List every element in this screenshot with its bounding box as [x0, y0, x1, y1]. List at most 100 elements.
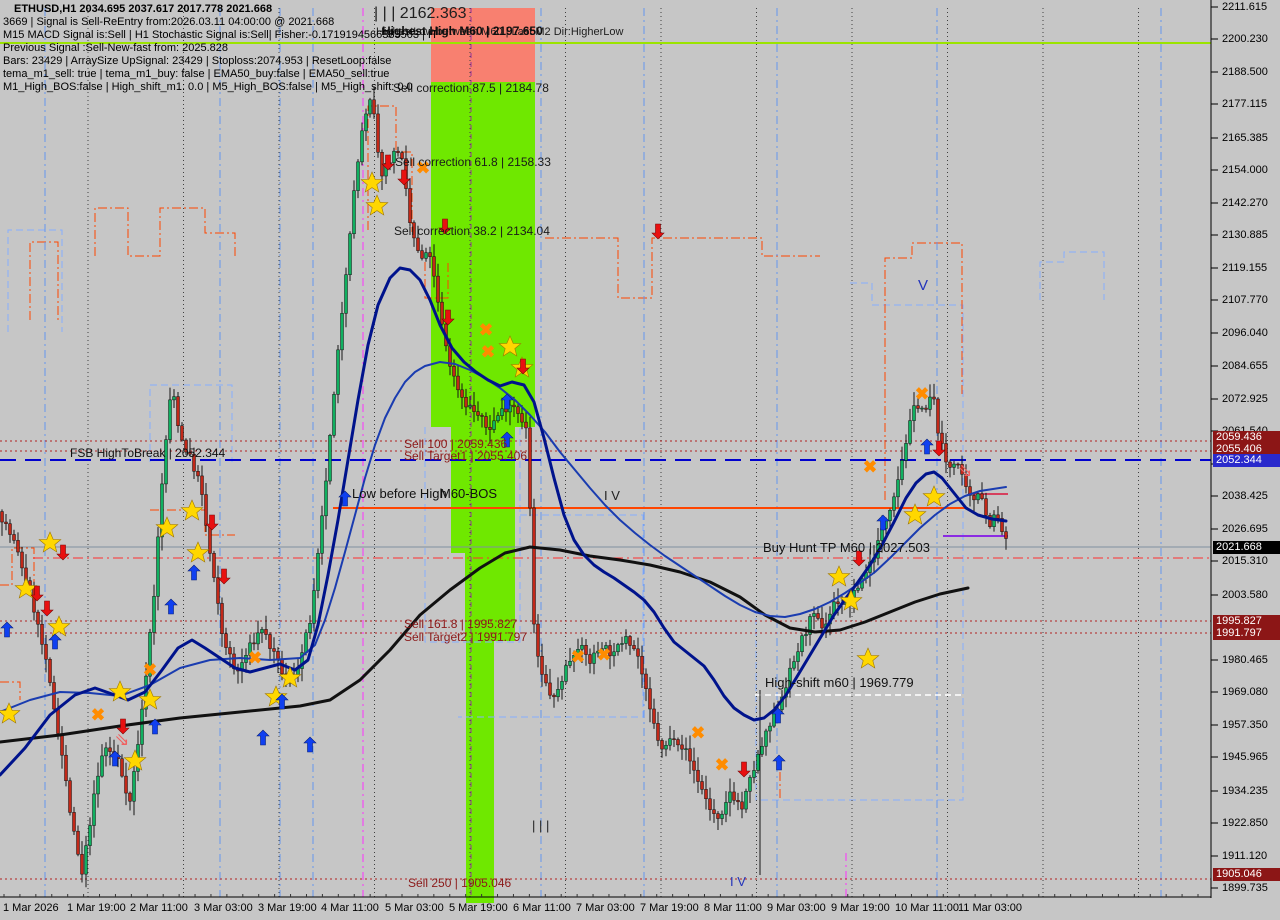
buy-arrow-marker[interactable]	[48, 633, 62, 650]
sell-arrow-marker[interactable]	[651, 223, 665, 240]
chart-annotation[interactable]: Sell 161.8 | 1995.827	[404, 617, 518, 631]
chart-annotation[interactable]: Sell Target2 | 1991.797	[404, 630, 527, 644]
chart-annotation[interactable]: I V	[604, 488, 620, 503]
star-marker[interactable]	[827, 565, 851, 587]
buy-arrow-marker[interactable]	[771, 707, 785, 724]
chart-annotation[interactable]: Sell correction 61.8 | 2158.33	[395, 155, 551, 169]
sell-arrow-marker[interactable]	[217, 568, 231, 585]
buy-arrow-marker[interactable]	[500, 393, 514, 410]
time-tick-label: 7 Mar 03:00	[576, 902, 635, 914]
chart-annotation[interactable]: Low before High	[352, 486, 447, 501]
candle-up	[800, 635, 804, 652]
candle-down	[252, 642, 256, 645]
star-marker[interactable]	[180, 499, 204, 521]
star-marker[interactable]	[0, 702, 21, 724]
sell-arrow-marker[interactable]	[205, 514, 219, 531]
candle-down	[120, 758, 124, 777]
candle-up	[616, 644, 620, 653]
buy-arrow-marker[interactable]	[187, 564, 201, 581]
chart-annotation[interactable]: M60-BOS	[440, 486, 498, 501]
chart-annotation[interactable]: Sell correction 38.2 | 2134.04	[394, 224, 550, 238]
sell-arrow-marker[interactable]	[56, 544, 70, 561]
candle-up	[720, 813, 724, 819]
hollow-arrow-marker[interactable]: ⇘	[957, 461, 972, 482]
x-cross-marker[interactable]: ✖	[571, 648, 585, 667]
buy-arrow-marker[interactable]	[876, 514, 890, 531]
candle-up	[624, 636, 628, 644]
star-marker[interactable]	[108, 680, 132, 702]
buy-arrow-marker[interactable]	[303, 736, 317, 753]
candle-up	[908, 420, 912, 444]
sell-arrow-marker[interactable]	[516, 358, 530, 375]
sell-arrow-marker[interactable]	[116, 718, 130, 735]
sell-arrow-marker[interactable]	[932, 440, 946, 457]
buy-arrow-marker[interactable]	[338, 490, 352, 507]
chart-annotation[interactable]: V	[918, 277, 929, 294]
chart-annotation[interactable]: HighestLow between M60 | Last M2 Dir:Hig…	[376, 26, 624, 38]
chart-annotation[interactable]: | | | 2162.363	[374, 5, 467, 22]
star-marker[interactable]	[123, 749, 147, 771]
x-cross-marker[interactable]: ✖	[91, 706, 105, 725]
chart-annotation[interactable]: | | |	[532, 818, 550, 833]
candle-up	[604, 645, 608, 649]
x-cross-marker[interactable]: ✖	[416, 159, 430, 178]
x-cross-marker[interactable]: ✖	[691, 724, 705, 743]
star-marker[interactable]	[360, 171, 384, 193]
price-level-badge: 1991.797	[1213, 627, 1280, 640]
star-marker[interactable]	[498, 335, 522, 357]
buy-arrow-marker[interactable]	[0, 621, 14, 638]
buy-arrow-marker[interactable]	[275, 693, 289, 710]
star-marker[interactable]	[839, 589, 863, 611]
chart-annotation[interactable]: FSB HighToBreak | 2052.344	[70, 446, 226, 460]
x-cross-marker[interactable]: ✖	[143, 661, 157, 680]
chart-annotation[interactable]: Sell correction 87.5 | 2184.78	[393, 81, 549, 95]
sell-arrow-marker[interactable]	[852, 550, 866, 567]
chart-annotation[interactable]: Sell 100 | 2059.436	[404, 437, 508, 451]
buy-arrow-marker[interactable]	[920, 438, 934, 455]
sell-arrow-marker[interactable]	[381, 154, 395, 171]
star-marker[interactable]	[186, 541, 210, 563]
sell-arrow-marker[interactable]	[30, 585, 44, 602]
chart-annotation[interactable]: Sell 250 | 1905.046	[408, 876, 512, 890]
star-marker[interactable]	[155, 516, 179, 538]
buy-arrow-marker[interactable]	[500, 431, 514, 448]
time-tick-label: 2 Mar 11:00	[130, 902, 188, 914]
star-marker[interactable]	[47, 615, 71, 637]
chart-annotation[interactable]: Sell Target1 | 2055.406	[404, 449, 527, 463]
x-cross-marker[interactable]: ✖	[863, 458, 877, 477]
chart-annotation[interactable]: High-shift m60 | 1969.779	[765, 675, 914, 690]
sell-arrow-marker[interactable]	[397, 169, 411, 186]
star-marker[interactable]	[922, 485, 946, 507]
sell-arrow-marker[interactable]	[40, 600, 54, 617]
x-cross-marker[interactable]: ✖	[479, 321, 493, 340]
star-marker[interactable]	[138, 688, 162, 710]
star-marker[interactable]	[278, 666, 302, 688]
chart-annotation[interactable]: I V	[730, 874, 746, 889]
buy-arrow-marker[interactable]	[256, 729, 270, 746]
sell-arrow-marker[interactable]	[438, 218, 452, 235]
x-cross-marker[interactable]: ✖	[481, 343, 495, 362]
chart-annotation[interactable]: Buy Hunt TP M60 | 2027.503	[763, 540, 930, 555]
sell-arrow-marker[interactable]	[737, 761, 751, 778]
star-marker[interactable]	[903, 503, 927, 525]
sell-arrow-marker[interactable]	[441, 309, 455, 326]
buy-arrow-marker[interactable]	[164, 598, 178, 615]
candle-down	[548, 682, 552, 696]
candle-down	[960, 464, 964, 475]
star-marker[interactable]	[365, 194, 389, 216]
star-marker[interactable]	[14, 577, 38, 599]
x-cross-marker[interactable]: ✖	[248, 649, 262, 668]
x-cross-marker[interactable]: ✖	[597, 646, 611, 665]
buy-arrow-marker[interactable]	[108, 750, 122, 767]
x-cross-marker[interactable]: ✖	[915, 385, 929, 404]
buy-arrow-marker[interactable]	[772, 754, 786, 771]
star-marker[interactable]	[38, 531, 62, 553]
x-cross-marker[interactable]: ✖	[715, 756, 729, 775]
buy-arrow-marker[interactable]	[148, 718, 162, 735]
chart-annotation[interactable]: Highest High M60 | 2197.650	[382, 24, 543, 38]
star-marker[interactable]	[856, 647, 880, 669]
hollow-arrow-marker[interactable]: ⇘	[114, 730, 129, 751]
candle-up	[104, 747, 108, 757]
candle-up	[812, 613, 816, 617]
